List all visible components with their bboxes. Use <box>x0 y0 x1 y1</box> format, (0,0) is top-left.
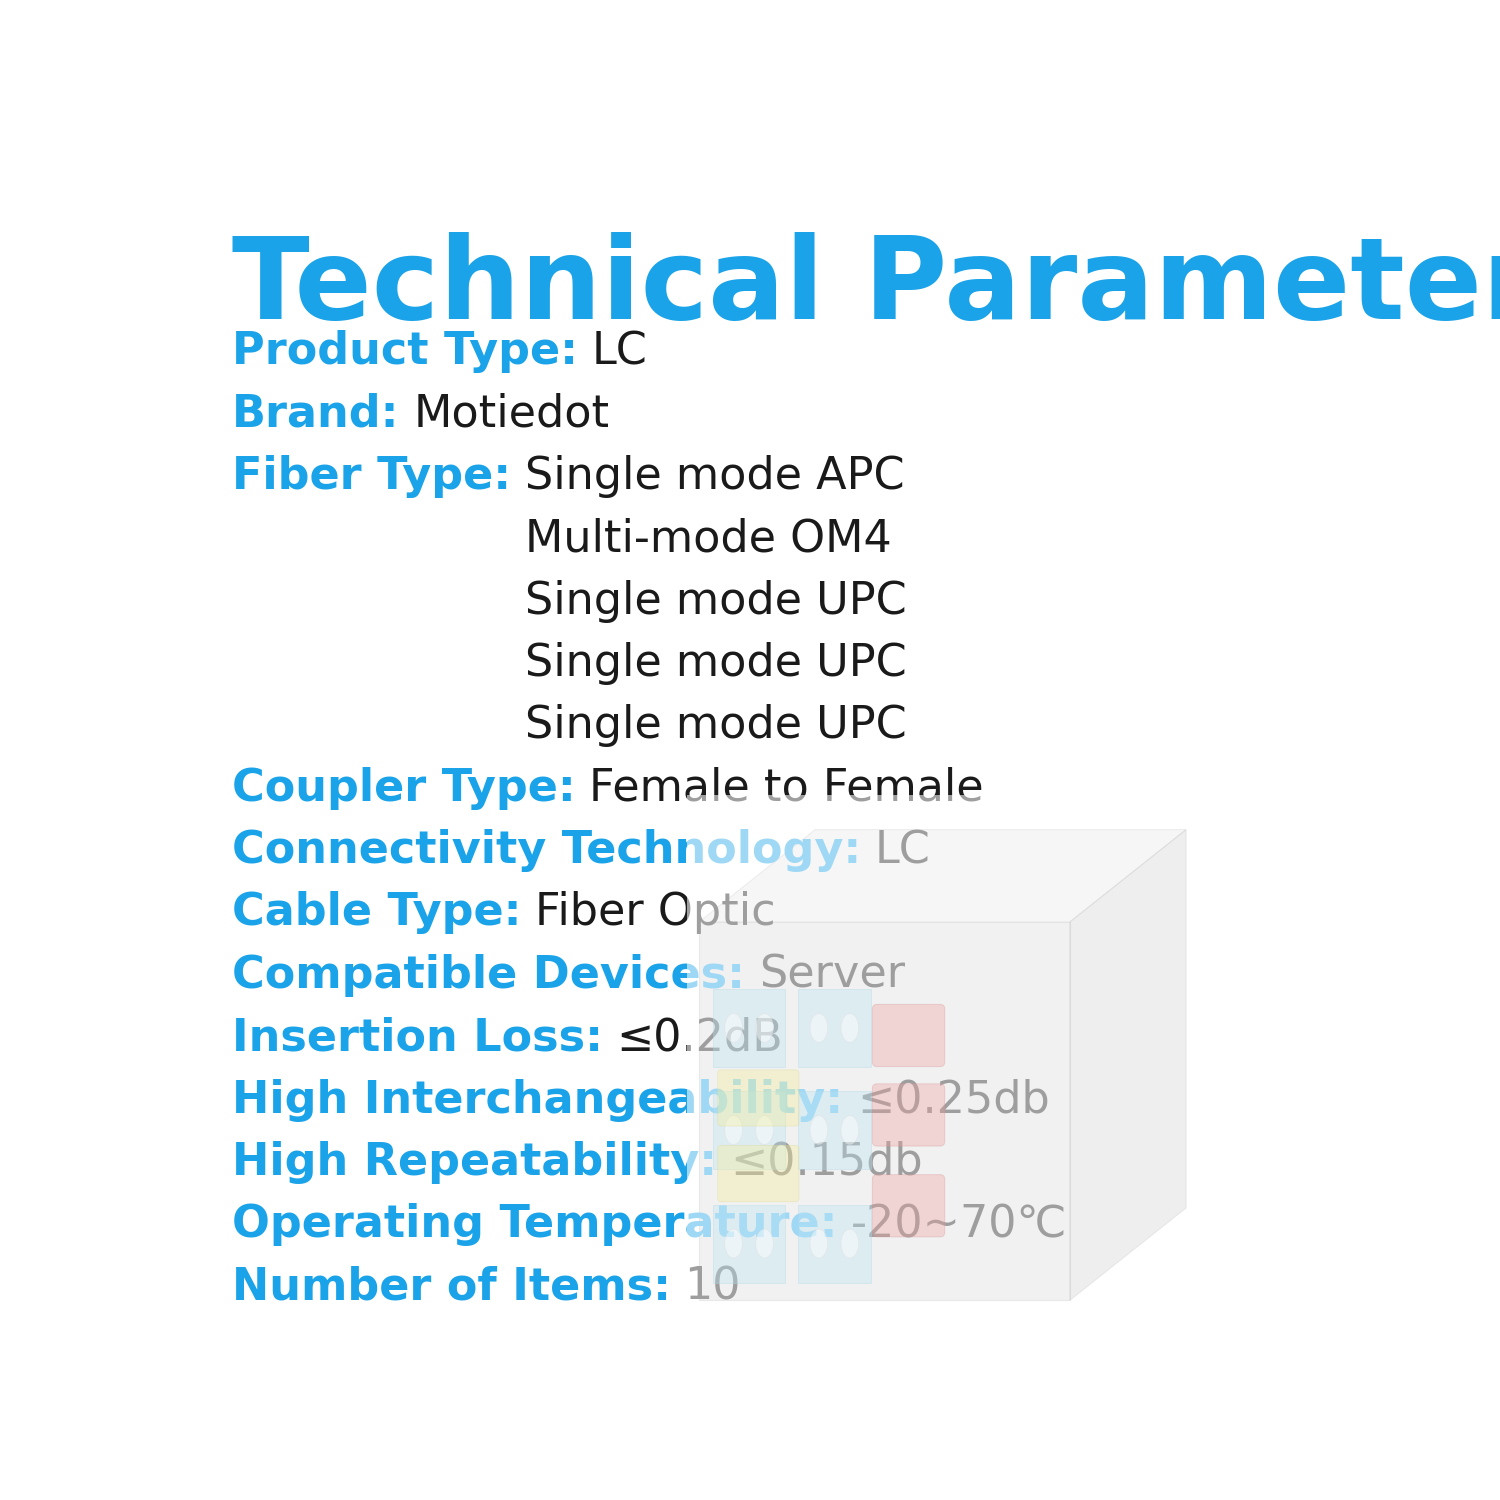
Bar <box>687 795 1221 1312</box>
Ellipse shape <box>724 1228 742 1258</box>
Text: Product Type:: Product Type: <box>231 330 578 374</box>
Text: Technical Parameter: Technical Parameter <box>231 232 1500 344</box>
Text: Single mode UPC: Single mode UPC <box>525 579 906 622</box>
Ellipse shape <box>842 1116 858 1144</box>
Text: Single mode UPC: Single mode UPC <box>525 642 906 686</box>
Ellipse shape <box>810 1228 828 1258</box>
FancyBboxPatch shape <box>712 1204 786 1282</box>
FancyBboxPatch shape <box>712 1090 786 1168</box>
Text: Operating Temperature:: Operating Temperature: <box>231 1203 837 1246</box>
Text: Motiedot: Motiedot <box>413 393 609 435</box>
Text: Single mode UPC: Single mode UPC <box>525 705 906 747</box>
Text: Compatible Devices:: Compatible Devices: <box>231 954 744 998</box>
Text: ≤0.15db: ≤0.15db <box>730 1142 924 1184</box>
Ellipse shape <box>756 1228 774 1258</box>
Ellipse shape <box>842 1014 858 1042</box>
Ellipse shape <box>756 1116 774 1144</box>
FancyBboxPatch shape <box>718 1070 800 1126</box>
FancyBboxPatch shape <box>798 1204 870 1282</box>
FancyBboxPatch shape <box>873 1174 945 1238</box>
Ellipse shape <box>724 1014 742 1042</box>
Ellipse shape <box>842 1228 858 1258</box>
Text: LC: LC <box>874 830 930 872</box>
Text: Fiber Optic: Fiber Optic <box>536 891 776 934</box>
Text: Number of Items:: Number of Items: <box>231 1266 670 1308</box>
Text: High Interchangeability:: High Interchangeability: <box>231 1078 843 1122</box>
Text: High Repeatability:: High Repeatability: <box>231 1142 717 1184</box>
Text: -20~70℃: -20~70℃ <box>850 1203 1068 1246</box>
Text: Fiber Type:: Fiber Type: <box>231 454 512 498</box>
FancyBboxPatch shape <box>718 1146 800 1202</box>
Ellipse shape <box>724 1116 742 1144</box>
Text: Female to Female: Female to Female <box>590 766 984 810</box>
Polygon shape <box>699 830 1186 922</box>
Text: Coupler Type:: Coupler Type: <box>231 766 576 810</box>
FancyBboxPatch shape <box>873 1084 945 1146</box>
Text: ≤0.2dB: ≤0.2dB <box>616 1016 783 1059</box>
Text: Cable Type:: Cable Type: <box>231 891 520 934</box>
FancyBboxPatch shape <box>712 988 786 1066</box>
Text: ≤0.25db: ≤0.25db <box>856 1078 1050 1122</box>
Ellipse shape <box>756 1014 774 1042</box>
FancyBboxPatch shape <box>798 1090 870 1168</box>
Ellipse shape <box>810 1116 828 1144</box>
Text: Insertion Loss:: Insertion Loss: <box>231 1016 603 1059</box>
FancyBboxPatch shape <box>873 1005 945 1066</box>
FancyBboxPatch shape <box>798 988 870 1066</box>
Ellipse shape <box>810 1014 828 1042</box>
Text: 10: 10 <box>684 1266 741 1308</box>
Text: Server: Server <box>759 954 904 998</box>
Text: Brand:: Brand: <box>231 393 399 435</box>
Text: Single mode APC: Single mode APC <box>525 454 904 498</box>
FancyBboxPatch shape <box>699 922 1070 1300</box>
Text: LC: LC <box>591 330 648 374</box>
Text: Connectivity Technology:: Connectivity Technology: <box>231 830 861 872</box>
Polygon shape <box>1070 830 1186 1300</box>
Text: Multi-mode OM4: Multi-mode OM4 <box>525 518 891 561</box>
